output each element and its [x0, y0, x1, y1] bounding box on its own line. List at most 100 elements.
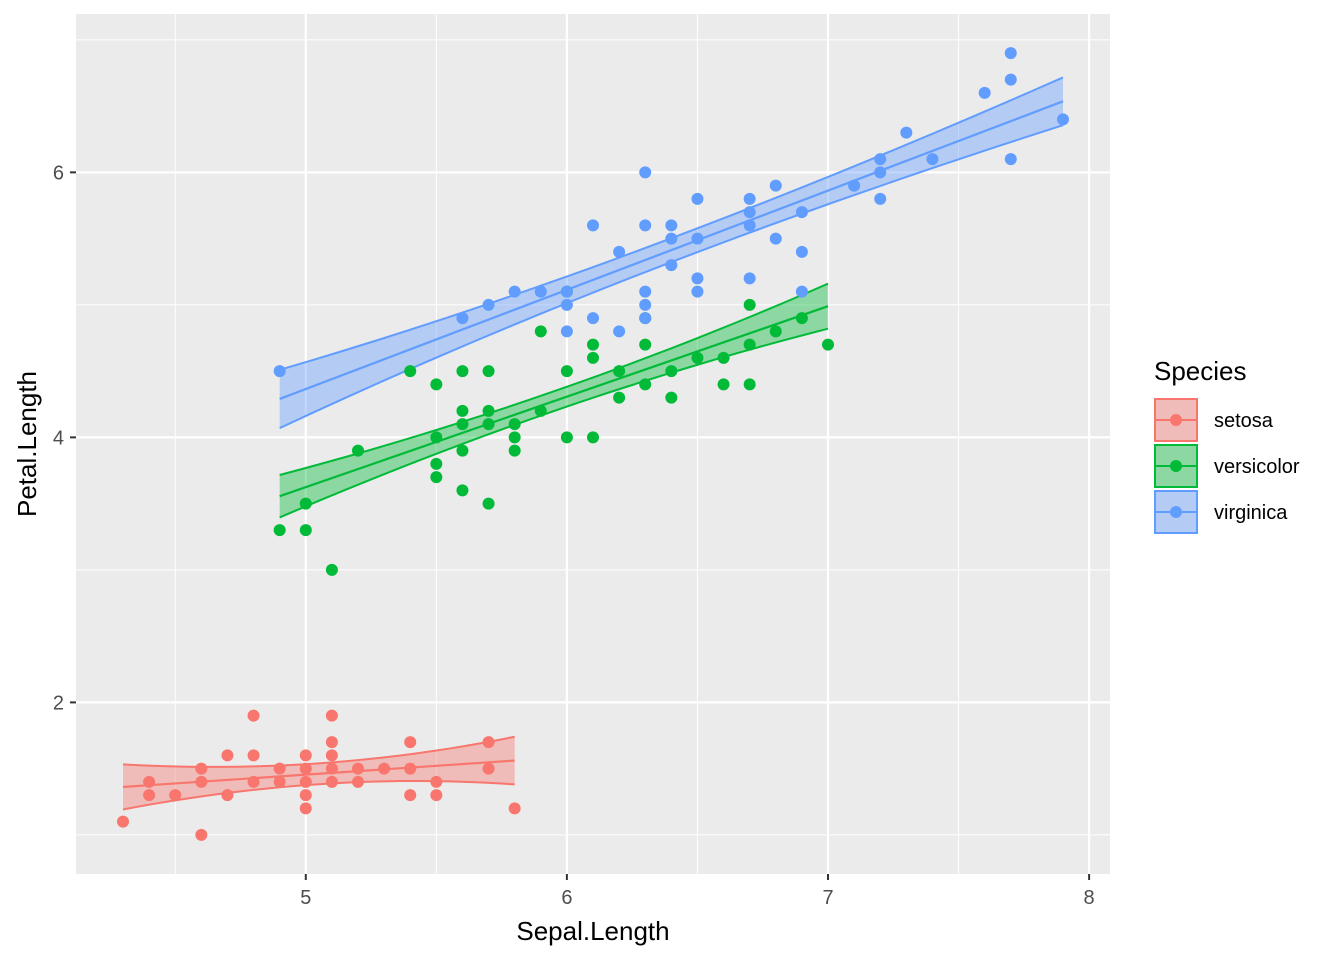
virginica-point: [560, 285, 573, 298]
virginica-point: [691, 232, 704, 245]
setosa-point: [143, 775, 156, 788]
setosa-point: [247, 709, 260, 722]
virginica-point: [587, 219, 599, 232]
virginica-point: [874, 166, 887, 179]
x-tick-label: 7: [822, 887, 833, 909]
versicolor-point: [456, 365, 469, 378]
virginica-point: [691, 285, 704, 298]
versicolor-point: [352, 444, 364, 457]
virginica-point: [926, 153, 939, 166]
setosa-point: [404, 762, 417, 775]
virginica-point: [900, 126, 913, 139]
x-axis-title: Sepal.Length: [516, 916, 669, 946]
setosa-point: [299, 762, 312, 775]
setosa-point: [325, 775, 338, 788]
virginica-point: [482, 298, 495, 311]
x-tick-label: 8: [1084, 887, 1095, 909]
virginica-point: [639, 285, 652, 298]
versicolor-upper-bound: [279, 282, 829, 476]
setosa-point: [221, 789, 234, 802]
virginica-point: [1004, 47, 1017, 60]
versicolor-point: [691, 351, 704, 364]
virginica-point: [795, 285, 808, 298]
virginica-point: [639, 298, 652, 311]
setosa-point: [325, 709, 338, 722]
versicolor-point: [639, 338, 652, 351]
legend-key-point: [1170, 506, 1182, 518]
setosa-point: [247, 775, 260, 788]
setosa-point: [299, 802, 312, 815]
virginica-point: [273, 365, 286, 378]
setosa-point: [299, 789, 312, 802]
setosa-point: [195, 775, 208, 788]
virginica-point: [691, 192, 704, 205]
setosa-point: [482, 762, 495, 775]
setosa-lower-bound: [122, 779, 515, 811]
setosa-point: [325, 749, 338, 762]
versicolor-fit-line: [279, 305, 829, 498]
setosa-point: [404, 789, 417, 802]
versicolor-point: [743, 298, 756, 311]
versicolor-point: [665, 365, 678, 378]
minor-gridlines: [76, 14, 1110, 874]
virginica-point: [691, 272, 704, 285]
virginica-point: [1004, 73, 1017, 86]
versicolor-point: [430, 471, 443, 484]
versicolor-point: [717, 378, 730, 391]
versicolor-point: [430, 457, 443, 470]
setosa-point: [404, 736, 417, 749]
setosa-point: [482, 736, 495, 749]
legend-label-versicolor: versicolor: [1214, 456, 1300, 478]
setosa-point: [325, 762, 338, 775]
versicolor-point: [769, 325, 782, 338]
setosa-point: [273, 775, 286, 788]
setosa-point: [143, 789, 156, 802]
versicolor-point: [482, 404, 495, 417]
versicolor-point: [482, 497, 495, 510]
virginica-point: [613, 245, 626, 258]
versicolor-point: [325, 563, 338, 576]
versicolor-point: [456, 444, 469, 457]
legend-label-setosa: setosa: [1214, 410, 1274, 432]
virginica-fit-line: [279, 100, 1064, 400]
fit-lines: [122, 76, 1064, 811]
y-tick-label: 4: [53, 427, 64, 449]
virginica-point: [456, 312, 469, 325]
setosa-point: [195, 828, 208, 841]
virginica-point: [795, 206, 808, 219]
virginica-point: [665, 232, 678, 245]
setosa-point: [117, 815, 129, 828]
virginica-point: [665, 259, 678, 272]
virginica-point: [1057, 113, 1069, 126]
versicolor-lower-bound: [279, 327, 829, 519]
setosa-point: [430, 775, 443, 788]
versicolor-point: [273, 524, 286, 537]
data-points: [117, 47, 1069, 841]
setosa-point: [352, 775, 364, 788]
virginica-point: [613, 325, 626, 338]
virginica-point: [848, 179, 861, 192]
versicolor-point: [639, 378, 652, 391]
legend-key-point: [1170, 414, 1182, 426]
virginica-point: [769, 232, 782, 245]
virginica-point: [874, 153, 887, 166]
versicolor-point: [534, 404, 547, 417]
setosa-point: [378, 762, 391, 775]
setosa-point: [352, 762, 364, 775]
y-tick-label: 6: [53, 162, 64, 184]
setosa-point: [299, 775, 312, 788]
versicolor-point: [534, 325, 547, 338]
y-axis-ticks: 2 4 6: [53, 162, 76, 714]
versicolor-point: [508, 444, 521, 457]
versicolor-point: [665, 391, 678, 404]
setosa-point: [430, 789, 443, 802]
virginica-point: [743, 219, 756, 232]
legend-label-virginica: virginica: [1214, 502, 1288, 524]
virginica-point: [665, 219, 678, 232]
setosa-point: [299, 749, 312, 762]
versicolor-point: [560, 365, 573, 378]
virginica-point: [743, 206, 756, 219]
versicolor-point: [717, 351, 730, 364]
legend-item-versicolor: versicolor: [1154, 444, 1300, 488]
